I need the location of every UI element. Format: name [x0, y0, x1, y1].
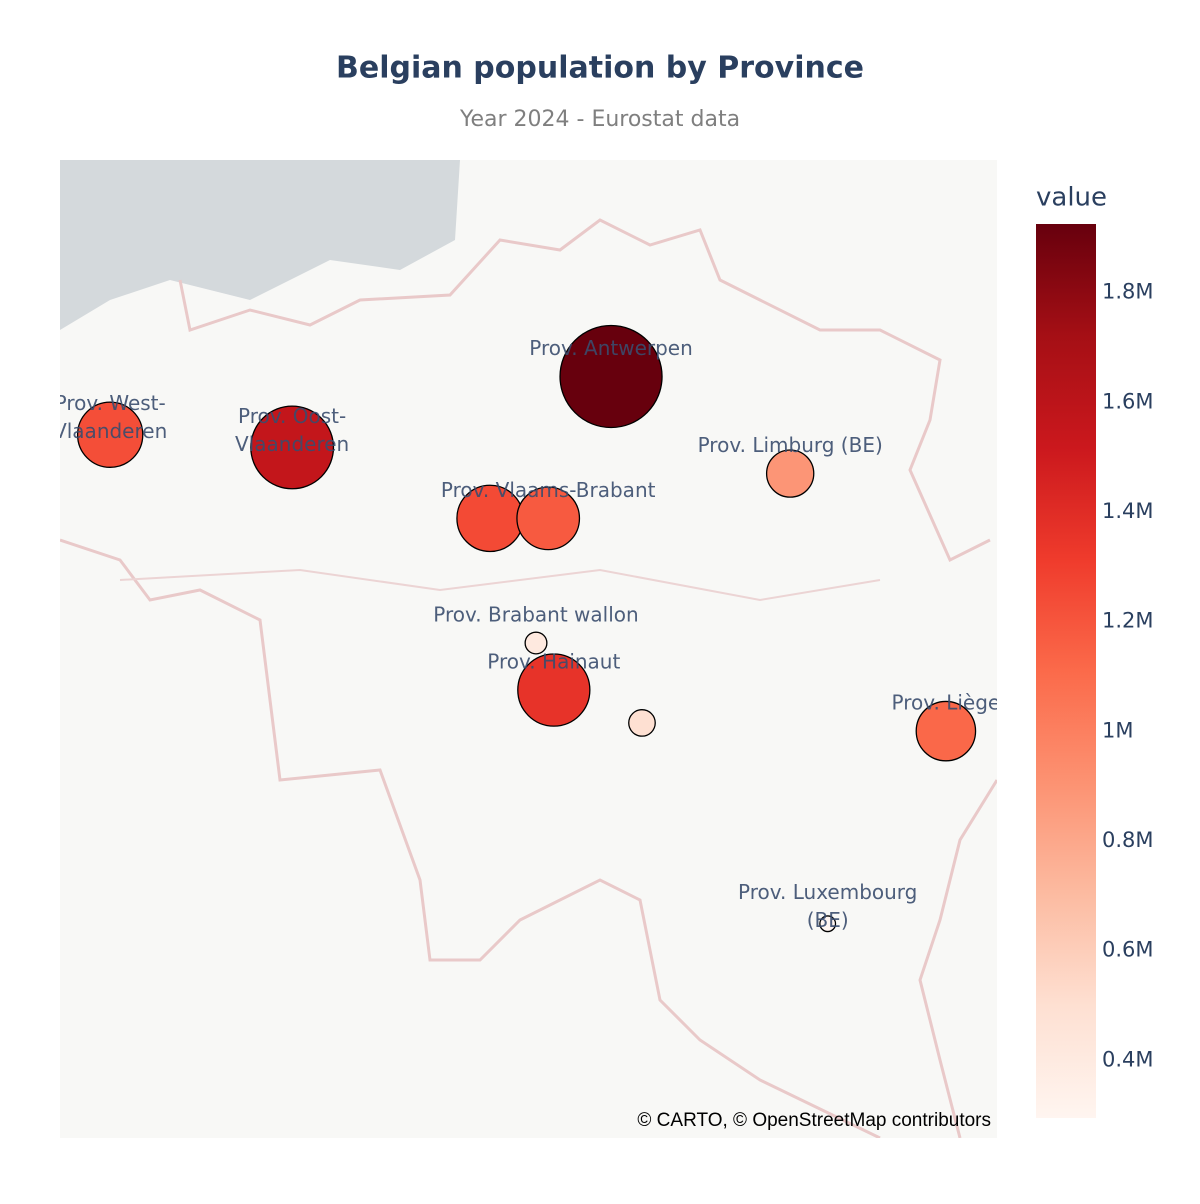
labels: Prov. West- Vlaanderen Prov. Oost- Vlaander… [53, 336, 1001, 932]
colorbar-tick-label: 1.8M [1102, 280, 1154, 304]
bubble [628, 709, 656, 737]
province-label: Prov. Antwerpen [529, 336, 693, 360]
province-label: Prov. Vlaams-Brabant [441, 478, 656, 502]
map-sea [60, 160, 460, 330]
province-label: Prov. West- [55, 391, 166, 415]
province-label: Prov. Luxembourg [738, 880, 917, 904]
colorbar-tick-label: 1.6M [1102, 389, 1154, 413]
border [178, 218, 991, 563]
border [918, 779, 997, 1138]
province-label: Vlaanderen [235, 432, 349, 456]
colorbar-tick-label: 0.8M [1102, 828, 1154, 852]
bubble [765, 449, 815, 498]
province-label: Prov. Hainaut [487, 650, 620, 674]
province-label: (BE) [807, 908, 849, 932]
colorbar-tick-label: 1.2M [1102, 609, 1154, 633]
province-label: Prov. Oost- [238, 404, 346, 428]
province-label: Prov. Brabant wallon [433, 603, 638, 627]
bubble [819, 915, 837, 933]
colorbar-ticks: 0.4M 0.6M 0.8M 1M 1.2M 1.4M 1.6M 1.8M [1096, 280, 1154, 1071]
province-label: Prov. Limburg (BE) [698, 433, 883, 457]
bubble [516, 486, 581, 551]
province-label: Vlaanderen [53, 419, 167, 443]
bubble [250, 405, 335, 490]
colorbar-tick-label: 0.4M [1102, 1047, 1154, 1071]
bubble [524, 631, 548, 655]
bubble [559, 324, 663, 429]
border [60, 538, 881, 1138]
map: Prov. West- Vlaanderen Prov. Oost- Vlaander… [53, 160, 1001, 1138]
colorbar-tick-label: 1.4M [1102, 499, 1154, 523]
province-label: Prov. Liège [892, 691, 1001, 715]
chart-title: Belgian population by Province [336, 51, 864, 86]
region-border [119, 568, 881, 602]
chart-subtitle: Year 2024 - Eurostat data [459, 107, 740, 132]
colorbar-tick-label: 1M [1102, 718, 1133, 742]
bubble [517, 653, 591, 727]
bubble [915, 700, 977, 762]
colorbar-title: value [1036, 183, 1107, 213]
colorbar [1036, 224, 1096, 1118]
attribution: © CARTO, © OpenStreetMap contributors [637, 1110, 991, 1131]
colorbar-tick-label: 0.6M [1102, 938, 1154, 962]
points [76, 324, 977, 933]
bubble [76, 401, 144, 468]
